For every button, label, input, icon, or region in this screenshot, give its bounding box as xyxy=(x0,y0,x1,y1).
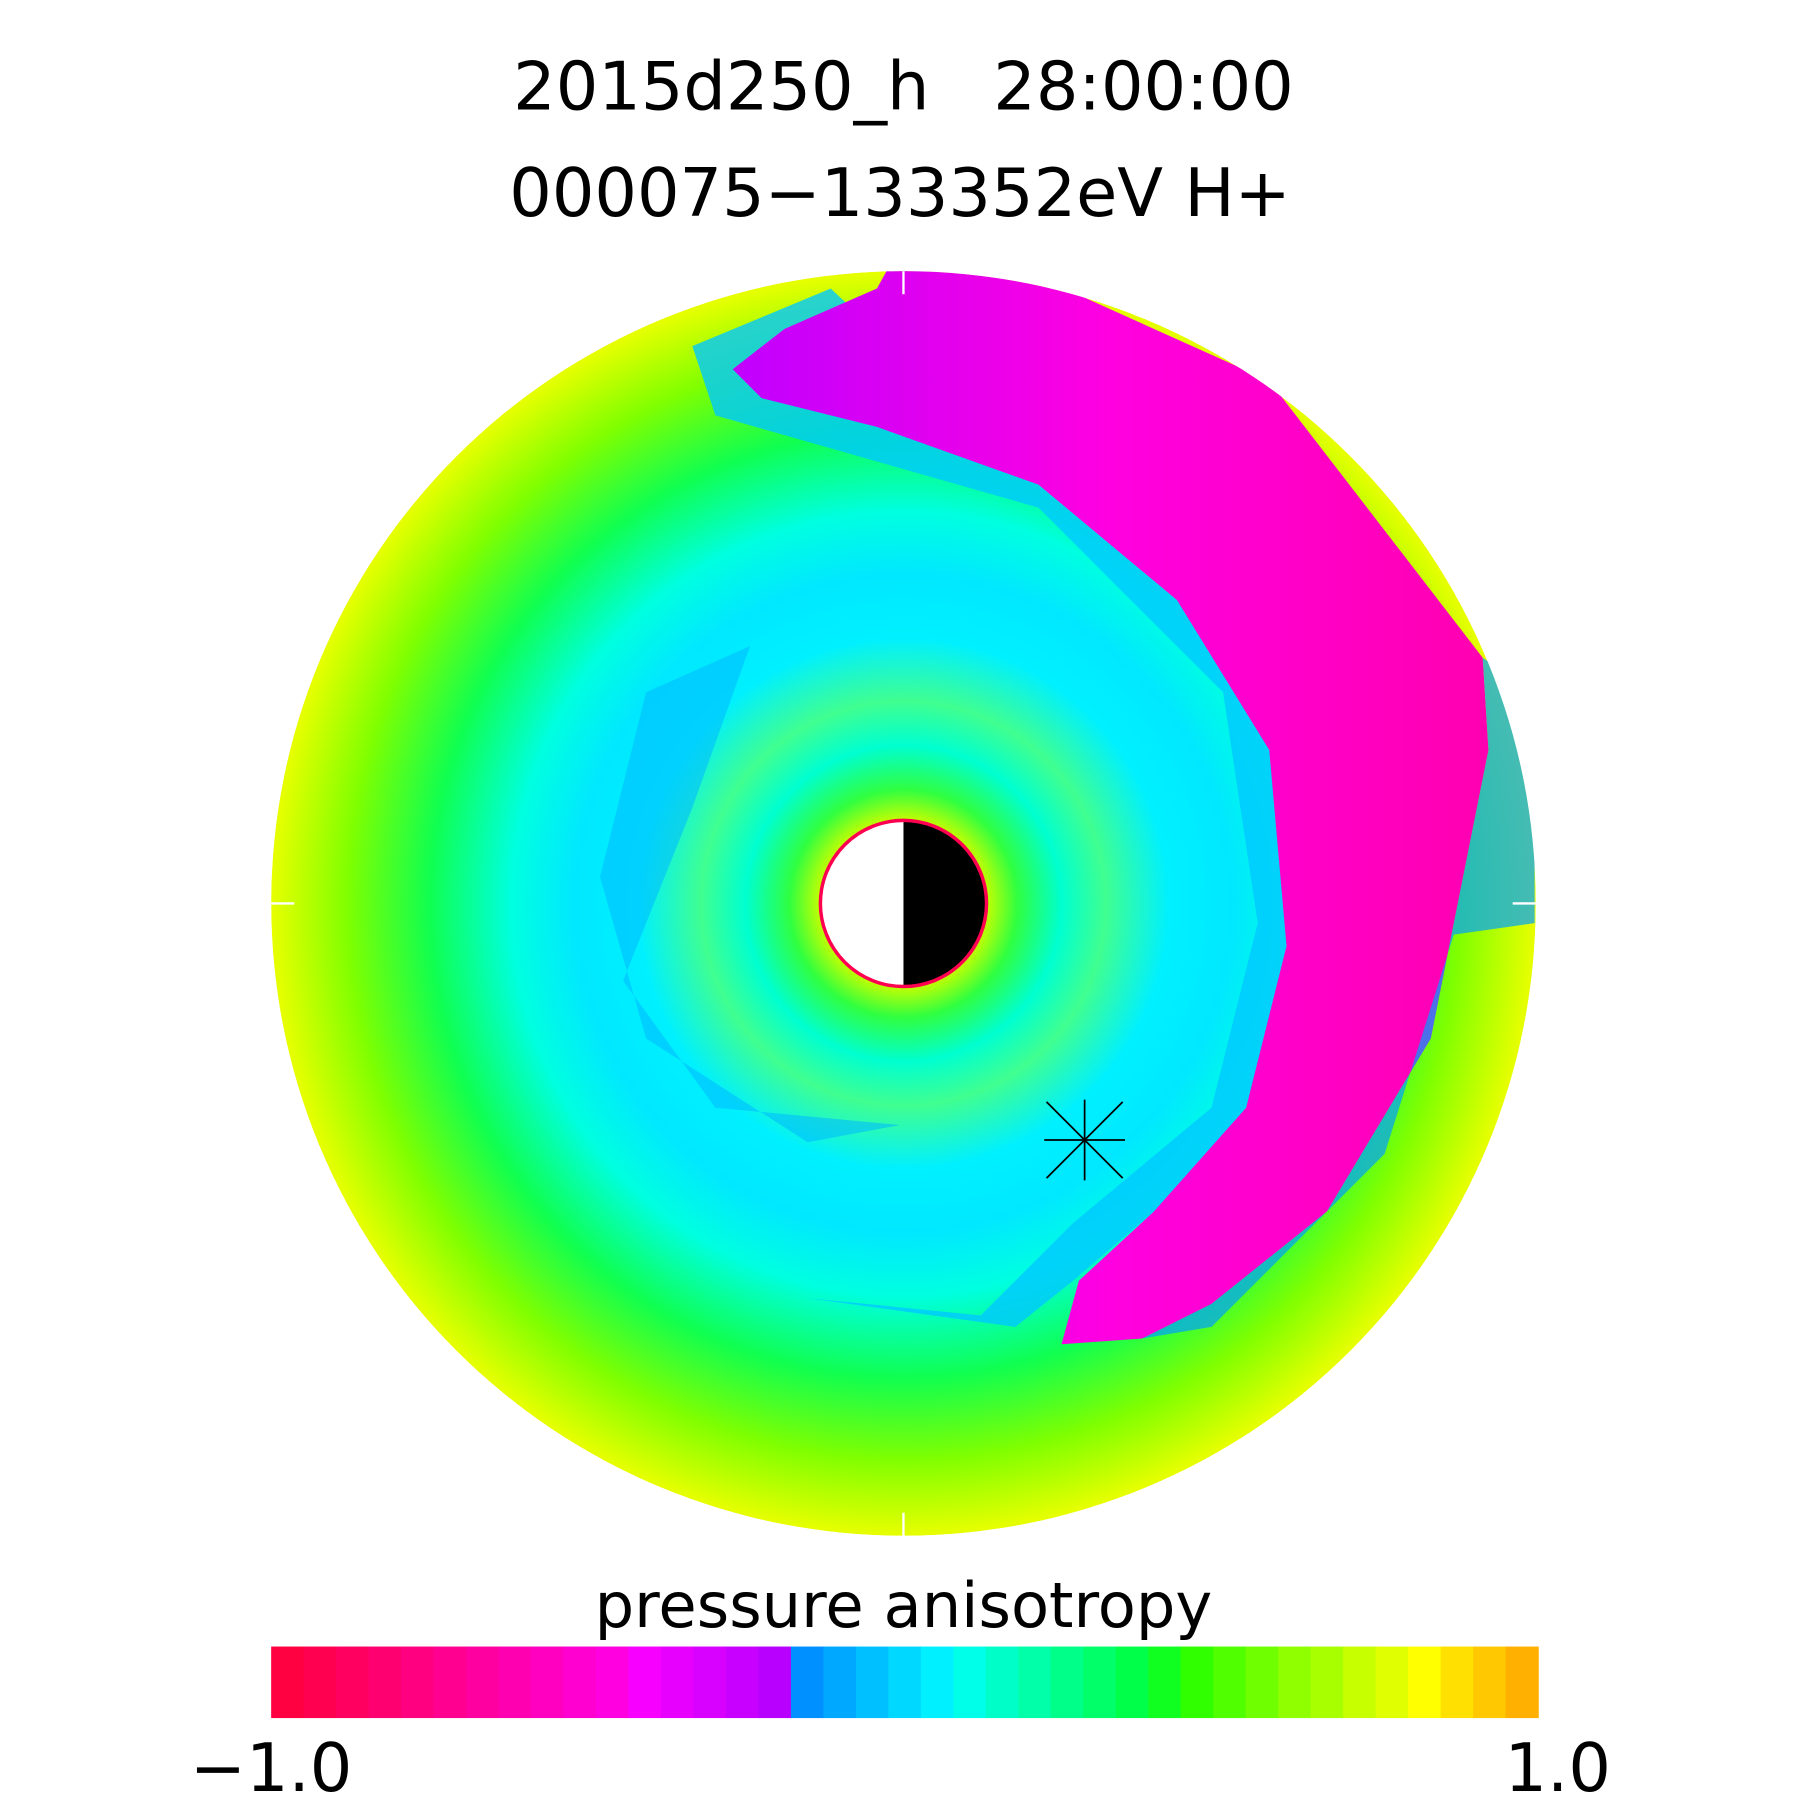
colorbar-swatch xyxy=(271,1646,305,1719)
colorbar-swatch xyxy=(596,1646,630,1719)
colorbar-swatch xyxy=(1180,1646,1214,1719)
colorbar-swatch xyxy=(985,1646,1020,1719)
colorbar xyxy=(271,1646,1539,1719)
colorbar-label: pressure anisotropy xyxy=(595,1569,1213,1642)
colorbar-swatch xyxy=(1505,1646,1539,1719)
colorbar-swatch xyxy=(1245,1646,1279,1719)
axis-ticks xyxy=(271,271,1536,1536)
colorbar-swatch xyxy=(920,1646,955,1719)
earth-icon xyxy=(818,818,989,989)
cyan-inner-band xyxy=(600,646,900,1143)
colorbar-swatch xyxy=(1440,1646,1474,1719)
colorbar-swatch xyxy=(1343,1646,1377,1719)
colorbar-max-label: 1.0 xyxy=(1504,1729,1610,1800)
colorbar-swatch xyxy=(401,1646,435,1719)
colorbar-swatch xyxy=(888,1646,922,1719)
colorbar-swatch xyxy=(1018,1646,1052,1719)
colorbar-swatch xyxy=(1050,1646,1084,1719)
low-anisotropy-band xyxy=(692,288,1293,1327)
colorbar-swatch xyxy=(758,1646,792,1719)
colorbar-swatch xyxy=(303,1646,337,1719)
colorbar-swatch xyxy=(1310,1646,1344,1719)
colorbar-swatch xyxy=(433,1646,467,1719)
negative-anisotropy-crescent xyxy=(732,271,1489,1345)
colorbar-swatch xyxy=(1375,1646,1409,1719)
colorbar-swatch xyxy=(855,1646,890,1719)
colorbar-swatch xyxy=(368,1646,402,1719)
colorbar-swatch xyxy=(466,1646,500,1719)
colorbar-min-label: −1.0 xyxy=(190,1729,352,1800)
colorbar-swatch xyxy=(1473,1646,1507,1719)
blue-edge xyxy=(1142,657,1535,1339)
colorbar-swatch xyxy=(1408,1646,1442,1719)
colorbar-swatch xyxy=(725,1646,760,1719)
colorbar-swatch xyxy=(660,1646,695,1719)
colorbar-swatch xyxy=(953,1646,987,1719)
colorbar-swatch xyxy=(1115,1646,1149,1719)
colorbar-swatch xyxy=(1083,1646,1117,1719)
colorbar-swatch xyxy=(790,1646,825,1719)
colorbar-swatch xyxy=(498,1646,532,1719)
colorbar-swatch xyxy=(1278,1646,1312,1719)
title-line-1: 2015d250_h 28:00:00 xyxy=(513,48,1294,126)
colorbar-swatch xyxy=(1213,1646,1247,1719)
colorbar-swatch xyxy=(1148,1646,1182,1719)
satellite-asterisk-icon xyxy=(1044,1099,1125,1181)
colorbar-swatch xyxy=(563,1646,597,1719)
title-line-2: 000075−133352eV H+ xyxy=(509,154,1290,232)
colorbar-swatch xyxy=(823,1646,857,1719)
colorbar-swatch xyxy=(628,1646,662,1719)
colorbar-swatch xyxy=(531,1646,565,1719)
colorbar-swatch xyxy=(693,1646,727,1719)
colorbar-swatch xyxy=(336,1646,370,1719)
